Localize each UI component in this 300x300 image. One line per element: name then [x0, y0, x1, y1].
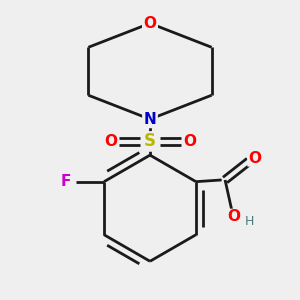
Text: O: O [183, 134, 196, 149]
Text: O: O [104, 134, 117, 149]
Text: S: S [144, 132, 156, 150]
Text: F: F [61, 174, 71, 189]
Text: O: O [248, 151, 261, 166]
Text: O: O [227, 209, 240, 224]
Text: O: O [143, 16, 157, 31]
Text: N: N [144, 112, 156, 127]
Text: H: H [245, 215, 254, 228]
